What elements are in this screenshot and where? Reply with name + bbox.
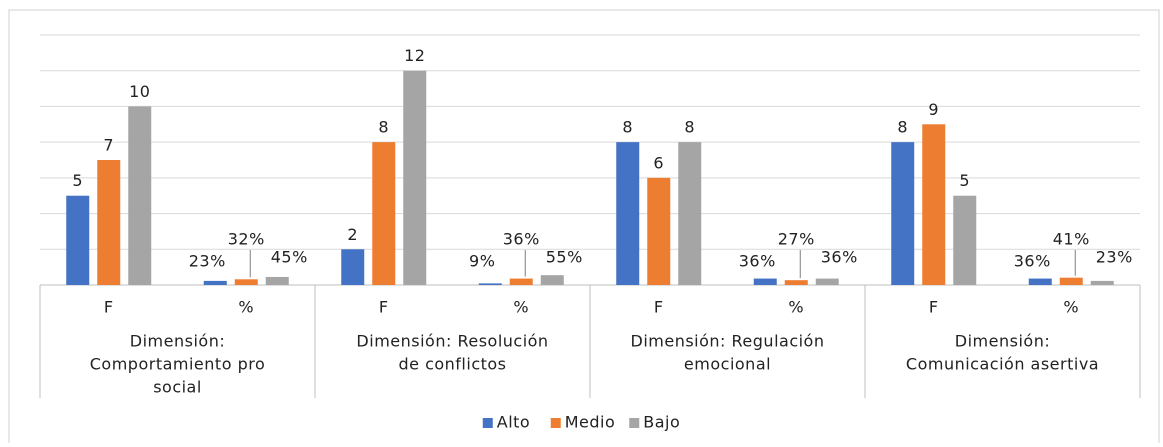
data-label: 36% <box>503 230 540 249</box>
x-tick-label: % <box>238 298 254 317</box>
data-label: 8 <box>897 118 908 137</box>
data-label: 41% <box>1053 230 1090 249</box>
data-label: 45% <box>271 248 308 267</box>
data-label: 10 <box>129 82 150 101</box>
bar <box>372 142 396 285</box>
x-tick-label: F <box>929 298 939 317</box>
data-label: 9 <box>928 100 939 119</box>
data-label: 5 <box>959 171 970 190</box>
data-label: 7 <box>103 136 114 155</box>
data-label: 8 <box>684 118 695 137</box>
data-label: 12 <box>404 46 425 65</box>
bar <box>234 279 258 285</box>
bar <box>66 195 90 285</box>
bar <box>509 278 533 285</box>
group-label: social <box>153 378 202 397</box>
data-label: 2 <box>347 225 358 244</box>
data-label: 36% <box>739 252 776 271</box>
bar <box>953 195 977 285</box>
data-label: 55% <box>546 248 583 267</box>
group-label: Comunicación asertiva <box>906 355 1099 374</box>
bar <box>891 142 915 285</box>
x-tick-label: % <box>1063 298 1079 317</box>
group-label: Dimensión: Regulación <box>631 332 825 351</box>
bar <box>1028 278 1052 285</box>
legend-label: Medio <box>565 413 616 432</box>
group-label: Dimensión: <box>955 332 1050 351</box>
x-tick-label: F <box>379 298 389 317</box>
bar <box>815 278 839 285</box>
x-tick-label: % <box>788 298 804 317</box>
data-label: 8 <box>378 118 389 137</box>
legend-swatch <box>550 418 561 428</box>
data-label: 5 <box>72 171 83 190</box>
group-label: de conflictos <box>398 355 506 374</box>
data-label: 9% <box>469 252 495 271</box>
data-label: 32% <box>228 230 265 249</box>
group-label: Dimensión: <box>130 332 225 351</box>
bar <box>647 177 671 285</box>
bar <box>403 70 427 285</box>
bar <box>128 106 152 285</box>
data-label: 27% <box>778 230 815 249</box>
legend-label: Alto <box>497 413 530 432</box>
bar <box>922 124 946 286</box>
x-tick-label: F <box>654 298 664 317</box>
x-tick-label: % <box>513 298 529 317</box>
group-label: Dimensión: Resolución <box>356 332 548 351</box>
bar <box>540 275 564 285</box>
group-label: Comportamiento pro <box>90 355 265 374</box>
bar <box>678 142 702 285</box>
data-label: 36% <box>821 248 858 267</box>
data-label: 36% <box>1014 252 1051 271</box>
data-label: 6 <box>653 153 664 172</box>
legend-swatch <box>482 418 493 428</box>
bar <box>478 283 502 285</box>
data-label: 23% <box>189 252 226 271</box>
bar <box>784 280 808 285</box>
bar <box>1090 280 1114 285</box>
bar <box>203 280 227 285</box>
bar <box>97 160 121 285</box>
bar <box>341 249 365 285</box>
x-tick-label: F <box>104 298 114 317</box>
data-label: 23% <box>1096 248 1133 267</box>
legend-label: Bajo <box>643 413 680 432</box>
bar <box>265 276 289 285</box>
bar <box>753 278 777 285</box>
bar <box>616 142 640 285</box>
bar <box>1059 277 1083 285</box>
data-label: 8 <box>622 118 633 137</box>
legend-swatch <box>629 418 640 428</box>
group-label: emocional <box>684 355 771 374</box>
